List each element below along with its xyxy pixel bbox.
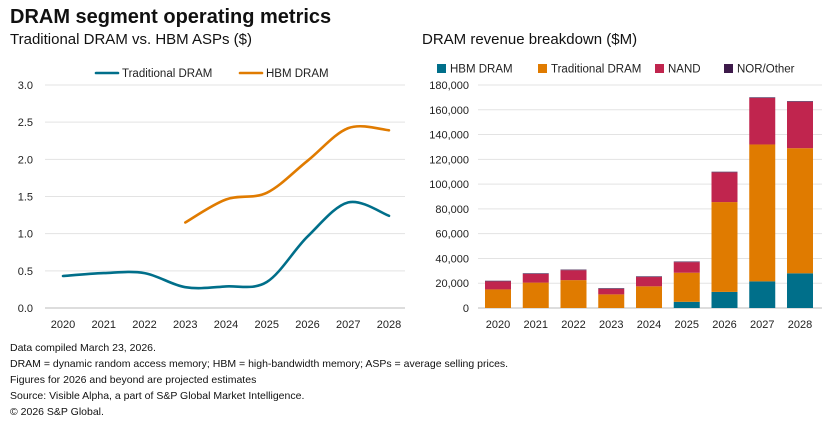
bar-segment-nor-other xyxy=(485,280,511,282)
bar-segment-traditional-dram xyxy=(522,282,549,308)
line-y-tick-label: 0.5 xyxy=(18,266,33,278)
line-series-traditional-dram xyxy=(61,200,391,290)
bar-segment-nand xyxy=(673,262,700,273)
bar-segment-traditional-dram xyxy=(485,289,511,308)
bar-segment-nand xyxy=(787,101,813,149)
bar-y-tick-label: 60,000 xyxy=(435,229,469,241)
bar-y-tick-label: 100,000 xyxy=(429,179,469,191)
line-y-tick-label: 1.5 xyxy=(18,192,33,204)
bar-x-tick-label: 2023 xyxy=(599,319,623,331)
bar-chart: 0 20,000 40,000 60,000 80,000 100,000 120,000 1… xyxy=(429,64,822,331)
line-y-tick-label: 2.5 xyxy=(18,117,33,129)
bar-x-tick-label: 2027 xyxy=(750,319,774,331)
footnote-projection: Figures for 2026 and beyond are projecte… xyxy=(10,374,257,386)
bar-legend-label: NOR/Other xyxy=(737,64,795,76)
bar-segment-nand xyxy=(636,277,662,287)
bar-segment-traditional-dram xyxy=(598,294,625,308)
line-series-hbm-dram xyxy=(184,124,391,224)
bar-x-tick-label: 2020 xyxy=(486,319,510,331)
bar-x-tick-label: 2026 xyxy=(712,319,736,331)
bar-legend-swatch xyxy=(538,64,547,73)
footnote-source: Source: Visible Alpha, a part of S&P Glo… xyxy=(10,390,305,402)
bar-chart-title: DRAM revenue breakdown ($M) xyxy=(422,31,638,48)
bar-segment-traditional-dram xyxy=(560,280,587,308)
line-chart: 0.0 0.5 1.0 1.5 2.0 2.5 3.0 2020 2021 2022 2023 202… xyxy=(18,68,405,331)
bar-segment-nor-other xyxy=(749,97,776,99)
figure-title: DRAM segment operating metrics xyxy=(10,6,332,28)
bar-x-tick-label: 2024 xyxy=(637,319,661,331)
bar-x-tick-label: 2025 xyxy=(675,319,699,331)
bar-segment-nor-other xyxy=(787,101,813,102)
bar-x-tick-label: 2022 xyxy=(561,319,585,331)
bar-segment-traditional-dram xyxy=(673,272,700,302)
bar-segment-hbm-dram xyxy=(673,301,700,308)
footnote-date: Data compiled March 23, 2026. xyxy=(10,342,156,354)
footnotes: Data compiled March 23, 2026. DRAM = dyn… xyxy=(10,340,508,420)
bar-segment-hbm-dram xyxy=(711,291,738,308)
footnote-copyright: © 2026 S&P Global. xyxy=(10,406,104,418)
bar-x-tick-label: 2021 xyxy=(524,319,548,331)
line-x-tick-label: 2022 xyxy=(132,319,156,331)
bar-segment-traditional-dram xyxy=(787,148,813,274)
line-legend-label: Traditional DRAM xyxy=(122,68,212,80)
bar-segment-nand xyxy=(485,281,511,290)
bar-segment-nor-other xyxy=(636,276,662,278)
bar-legend-swatch xyxy=(437,64,446,73)
line-x-tick-label: 2025 xyxy=(255,319,279,331)
line-x-tick-label: 2028 xyxy=(377,319,401,331)
line-y-tick-label: 0.0 xyxy=(18,303,33,315)
bar-segment-nand xyxy=(522,273,549,283)
bar-segment-nor-other xyxy=(673,261,700,263)
bar-segment-nand xyxy=(598,288,625,295)
bar-legend-label: NAND xyxy=(668,64,701,76)
bar-y-tick-label: 160,000 xyxy=(429,105,469,117)
bar-y-tick-label: 120,000 xyxy=(429,154,469,166)
bar-segment-nand xyxy=(711,172,738,203)
bar-legend-label: Traditional DRAM xyxy=(551,64,641,76)
bar-segment-traditional-dram xyxy=(749,144,776,282)
footnote-definitions: DRAM = dynamic random access memory; HBM… xyxy=(10,358,509,370)
bar-y-tick-label: 20,000 xyxy=(435,278,469,290)
bar-y-tick-label: 140,000 xyxy=(429,130,469,142)
line-x-tick-label: 2026 xyxy=(295,319,319,331)
bar-y-tick-label: 40,000 xyxy=(435,253,469,265)
bar-segment-nand xyxy=(560,270,587,281)
line-y-tick-label: 2.0 xyxy=(18,154,33,166)
bar-segment-nor-other xyxy=(522,273,549,274)
line-x-tick-label: 2023 xyxy=(173,319,197,331)
bar-segment-nor-other xyxy=(711,171,738,173)
line-x-tick-label: 2027 xyxy=(336,319,360,331)
bar-legend-label: HBM DRAM xyxy=(450,64,513,76)
bar-legend-swatch xyxy=(724,64,733,73)
line-x-tick-label: 2020 xyxy=(51,319,75,331)
bar-y-tick-label: 180,000 xyxy=(429,80,469,92)
line-x-tick-label: 2021 xyxy=(92,319,116,331)
bar-y-tick-label: 80,000 xyxy=(435,204,469,216)
bar-y-tick-label: 0 xyxy=(463,303,469,315)
line-y-tick-label: 3.0 xyxy=(18,80,33,92)
line-chart-title: Traditional DRAM vs. HBM ASPs ($) xyxy=(10,31,252,48)
bar-segment-traditional-dram xyxy=(636,286,662,308)
bar-legend-swatch xyxy=(655,64,664,73)
line-x-tick-label: 2024 xyxy=(214,319,238,331)
bar-segment-nor-other xyxy=(560,269,587,271)
line-legend-label: HBM DRAM xyxy=(266,68,329,80)
line-y-tick-label: 1.0 xyxy=(18,229,33,241)
bar-segment-hbm-dram xyxy=(749,281,776,308)
bar-segment-hbm-dram xyxy=(787,273,813,308)
bar-segment-nor-other xyxy=(598,288,625,289)
bar-x-tick-label: 2028 xyxy=(788,319,812,331)
bar-segment-nand xyxy=(749,98,776,145)
bar-segment-traditional-dram xyxy=(711,202,738,292)
